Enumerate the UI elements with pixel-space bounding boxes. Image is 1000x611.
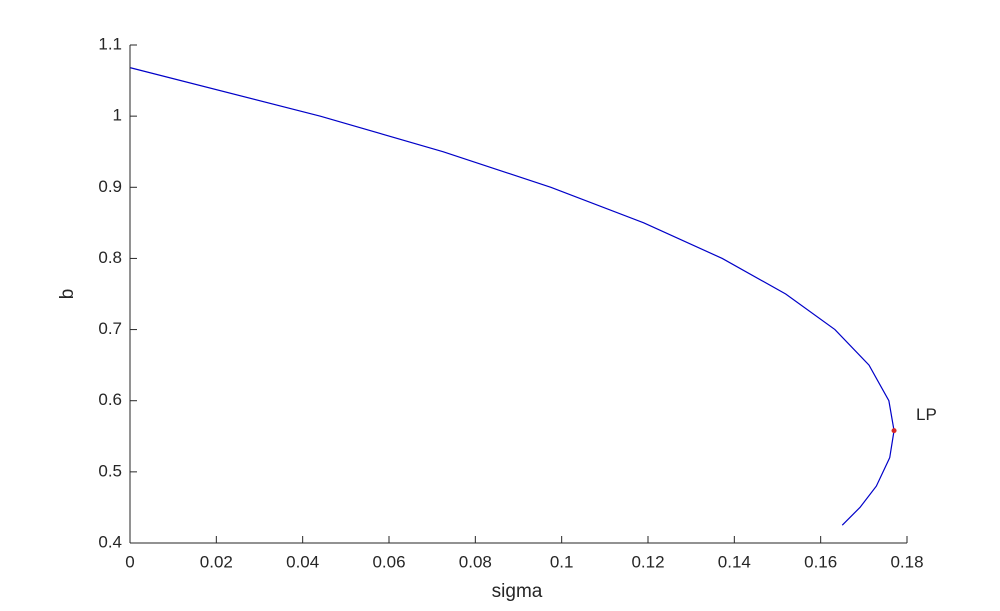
x-tick-label: 0.02	[200, 552, 233, 571]
x-tick-label: 0.1	[550, 552, 574, 571]
x-tick-label: 0.18	[890, 552, 923, 571]
curve	[130, 67, 895, 526]
y-tick-label: 0.6	[98, 390, 122, 409]
x-axis-label: sigma	[492, 581, 543, 602]
x-tick-label: 0.14	[718, 552, 751, 571]
y-tick-label: 0.9	[98, 177, 122, 196]
x-tick-label: 0.04	[286, 552, 319, 571]
y-tick-label: 1.1	[98, 34, 122, 53]
y-tick-label: 0.7	[98, 319, 122, 338]
x-tick-label: 0.08	[459, 552, 492, 571]
y-tick-label: 0.8	[98, 248, 122, 267]
y-tick-label: 1	[113, 106, 122, 125]
x-tick-label: 0.16	[804, 552, 837, 571]
y-axis-label: b	[57, 289, 78, 300]
y-tick-label: 0.4	[98, 532, 122, 551]
annotation-point	[891, 428, 897, 434]
x-tick-label: 0	[125, 552, 134, 571]
x-tick-label: 0.12	[631, 552, 664, 571]
y-tick-label: 0.5	[98, 461, 122, 480]
annotation-label: LP	[916, 405, 937, 424]
x-tick-label: 0.06	[372, 552, 405, 571]
